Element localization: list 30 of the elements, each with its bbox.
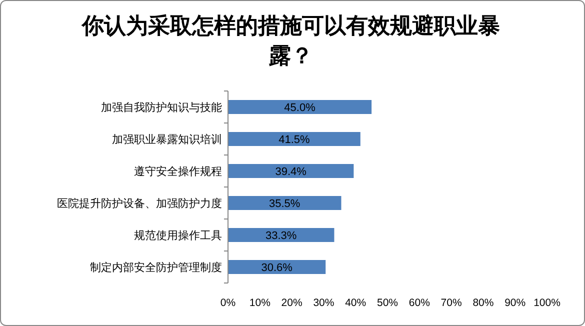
- data-label: 41.5%: [278, 134, 310, 146]
- x-tick-label: 50%: [376, 297, 398, 309]
- x-tick-label: 30%: [313, 297, 334, 309]
- x-tick-label: 80%: [472, 297, 494, 309]
- y-tick-label: 加强职业暴露知识培训: [112, 133, 222, 146]
- data-label: 30.6%: [261, 262, 293, 274]
- bar: [228, 228, 334, 242]
- y-tick-label: 制定内部安全防护管理制度: [90, 261, 222, 274]
- x-tick-label: 20%: [281, 297, 302, 309]
- bar: [228, 196, 342, 210]
- x-tick-label: 10%: [249, 297, 270, 309]
- data-label: 33.3%: [266, 230, 297, 242]
- x-tick-label: 90%: [504, 297, 526, 309]
- x-tick-label: 0%: [220, 297, 236, 309]
- y-tick-label: 规范使用操作工具: [134, 229, 222, 242]
- bar: [228, 100, 372, 114]
- bar: [228, 132, 360, 146]
- data-label: 35.5%: [269, 198, 300, 210]
- x-tick-label: 100%: [534, 297, 560, 309]
- y-tick-label: 遵守安全操作规程: [134, 165, 222, 178]
- x-tick-label: 40%: [345, 297, 366, 309]
- y-tick-label: 加强自我防护知识与技能: [101, 101, 222, 114]
- data-label: 39.4%: [275, 166, 307, 178]
- y-tick-label: 医院提升防护设备、加强防护力度: [57, 197, 222, 210]
- data-label: 45.0%: [284, 102, 316, 114]
- chart-title: 你认为采取怎样的措施可以有效规避职业暴露？: [80, 12, 501, 70]
- x-tick-label: 60%: [408, 297, 430, 309]
- bar: [228, 260, 326, 274]
- x-tick-label: 70%: [440, 297, 462, 309]
- bar: [228, 164, 354, 178]
